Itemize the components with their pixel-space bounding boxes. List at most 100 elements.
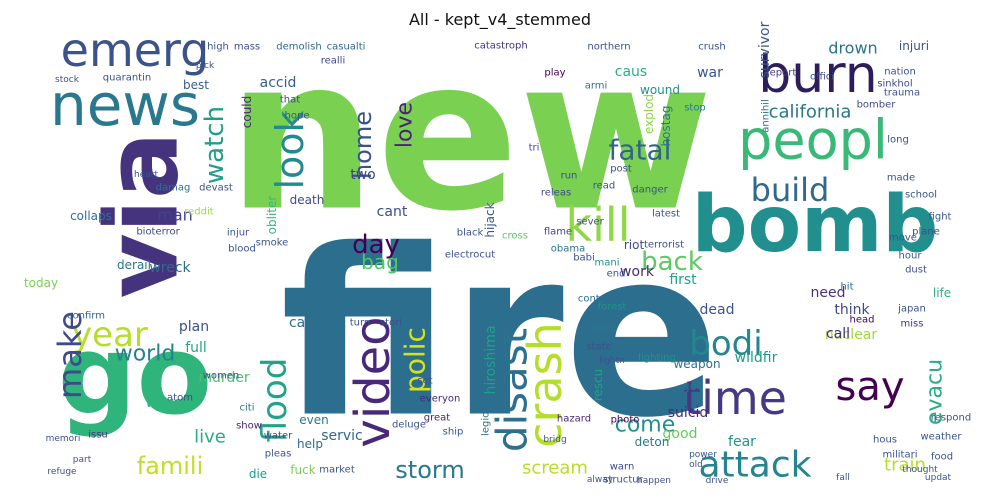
word-back: back <box>641 247 703 277</box>
word-content: content <box>578 294 616 305</box>
word-call: call <box>826 326 850 342</box>
word-ship: ship <box>443 427 464 438</box>
word-crash: crash <box>518 322 572 448</box>
word-northern: northern <box>587 42 630 53</box>
word-reddit: reddit <box>184 207 214 218</box>
word-accid: accid <box>260 75 297 91</box>
word-hostag: hostag <box>659 106 673 147</box>
word-sinkhol: sinkhol <box>877 79 912 90</box>
word-play: play <box>544 68 565 79</box>
word-look: look <box>268 110 312 189</box>
word-die: die <box>249 467 267 481</box>
word-heart: heart <box>134 170 158 180</box>
word-got: got <box>682 379 702 393</box>
word-pleas: pleas <box>265 449 292 460</box>
word-evacu: evacu <box>923 359 948 425</box>
word-atom: atom <box>167 393 193 404</box>
word-via: via <box>84 132 201 299</box>
word-hope: hope <box>285 111 310 122</box>
word-good: good <box>663 426 698 442</box>
word-explod: explod <box>642 94 656 134</box>
word-hous: hous <box>873 435 897 446</box>
word-bomber: bomber <box>857 100 897 111</box>
word-dead: dead <box>700 302 735 318</box>
word-high: high <box>207 42 229 53</box>
word-pick: pick <box>196 61 215 71</box>
word-memori: memori <box>46 434 81 444</box>
word-murder: murder <box>198 370 250 386</box>
word-show: show <box>236 421 262 432</box>
word-destroy: destroy <box>625 389 670 403</box>
word-start: start <box>591 324 614 335</box>
word-injuri: injuri <box>899 39 929 53</box>
word-stop: stop <box>684 103 706 114</box>
word-famili: famili <box>137 452 204 480</box>
word-citi: citi <box>240 403 255 414</box>
chart-title: All - kept_v4_stemmed <box>408 10 592 29</box>
word-that: that <box>280 95 300 106</box>
word-caus: caus <box>615 64 647 80</box>
word-go: go <box>58 311 212 439</box>
word-obliter: obliter <box>265 196 279 235</box>
word-hiroshima: hiroshima <box>483 325 499 394</box>
word-hour: hour <box>899 251 923 262</box>
word-stori: stori <box>380 318 402 329</box>
word-cant: cant <box>377 204 408 220</box>
word-offici: offici <box>810 72 834 83</box>
word-servic: servic <box>321 428 363 444</box>
word-drown: drown <box>828 39 877 58</box>
word-fatal: fatal <box>609 134 672 167</box>
word-drive: drive <box>706 476 729 486</box>
word-danger: danger <box>632 185 668 196</box>
word-obama: obama <box>551 244 585 255</box>
word-power: power <box>689 450 717 460</box>
word-fight: fight <box>929 212 952 223</box>
word-electrocut: electrocut <box>445 250 495 261</box>
word-updat: updat <box>925 473 952 483</box>
word-annihil: annihil <box>761 99 772 132</box>
word-lighting: lighting <box>638 353 676 364</box>
word-militari: militari <box>882 450 917 461</box>
word-weapon: weapon <box>673 357 720 371</box>
word-miss: miss <box>901 319 924 330</box>
word-nation: nation <box>884 67 916 78</box>
word-sever: sever <box>576 217 604 228</box>
word-part: part <box>73 455 92 465</box>
word-new: new <box>227 13 713 258</box>
word-legionnair: legionnair <box>481 385 492 436</box>
word-mass: mass <box>234 42 260 53</box>
word-world: world <box>115 342 176 367</box>
word-dust: dust <box>905 265 927 276</box>
word-disast: disast <box>488 328 537 452</box>
word-long: long <box>887 135 909 146</box>
word-polic: polic <box>399 327 432 393</box>
word-live: live <box>194 427 226 448</box>
word-man: man <box>157 206 193 225</box>
word-nuclear: nuclear <box>825 327 878 343</box>
word-releas: releas <box>541 188 571 199</box>
word-armi: armi <box>585 81 608 92</box>
word-emerg: emerg <box>61 23 210 77</box>
word-market: market <box>319 465 355 476</box>
word-bodi: bodi <box>689 324 762 364</box>
word-issu: issu <box>88 430 108 441</box>
word-photo: photo <box>611 415 640 426</box>
word-peopl: peopl <box>738 109 888 172</box>
word-scream: scream <box>522 458 588 479</box>
word-damag: damag <box>156 183 191 194</box>
word-black: black <box>457 228 484 239</box>
word-kill: kill <box>566 198 631 252</box>
word-casualti: casualti <box>327 42 366 53</box>
word-food: food <box>931 452 953 463</box>
word-hit: hit <box>840 282 853 293</box>
word-flame: flame <box>544 227 572 238</box>
word-riot: riot <box>624 238 645 252</box>
word-car: car <box>289 315 311 331</box>
word-could: could <box>240 96 254 129</box>
word-tri: tri <box>529 143 540 154</box>
word-head: head <box>850 315 875 326</box>
word-mani: mani <box>595 258 620 269</box>
word-catastroph: catastroph <box>474 41 528 52</box>
word-bioterror: bioterror <box>136 227 180 238</box>
word-best: best <box>183 78 209 92</box>
